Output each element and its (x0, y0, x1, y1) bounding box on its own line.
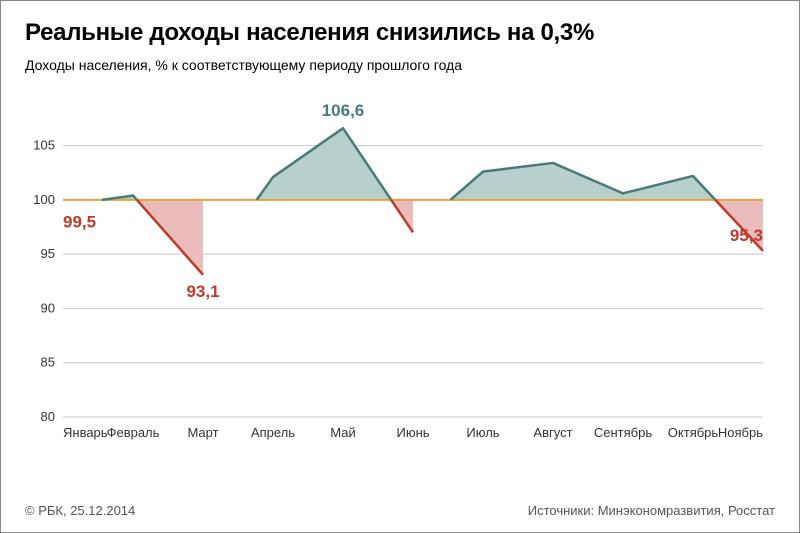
sources-label: Источники: (528, 503, 594, 518)
svg-text:Март: Март (187, 425, 218, 440)
chart-svg: 80 85 90 95 100 105 ЯнварьФевраль Март Апрель Май… (25, 85, 775, 455)
sources-value: Минэкономразвития, Росстат (598, 503, 775, 518)
svg-text:95,3: 95,3 (730, 226, 763, 245)
svg-text:Ноябрь: Ноябрь (718, 425, 763, 440)
svg-text:99,5: 99,5 (63, 212, 96, 231)
svg-text:Апрель: Апрель (251, 425, 295, 440)
svg-text:80: 80 (41, 409, 55, 424)
chart-area: 80 85 90 95 100 105 ЯнварьФевраль Март Апрель Май… (25, 85, 775, 493)
svg-text:Май: Май (330, 425, 355, 440)
chart-title: Реальные доходы населения снизились на 0… (25, 19, 775, 47)
svg-text:Июнь: Июнь (396, 425, 429, 440)
svg-text:Август: Август (533, 425, 572, 440)
svg-text:93,1: 93,1 (186, 282, 219, 301)
footer-copyright: © РБК, 25.12.2014 (25, 503, 135, 518)
svg-text:Сентябрь: Сентябрь (594, 425, 652, 440)
footer-sources: Источники: Минэкономразвития, Росстат (528, 503, 775, 518)
svg-text:106,6: 106,6 (322, 101, 365, 120)
svg-text:100: 100 (33, 192, 55, 207)
svg-text:95: 95 (41, 246, 55, 261)
svg-text:85: 85 (41, 355, 55, 370)
svg-text:Июль: Июль (466, 425, 499, 440)
svg-text:Январь: Январь (63, 425, 108, 440)
chart-subtitle: Доходы населения, % к соответствующему п… (25, 57, 775, 73)
svg-text:Февраль: Февраль (107, 425, 160, 440)
svg-text:Октябрь: Октябрь (668, 425, 719, 440)
svg-text:90: 90 (41, 300, 55, 315)
svg-text:105: 105 (33, 138, 55, 153)
